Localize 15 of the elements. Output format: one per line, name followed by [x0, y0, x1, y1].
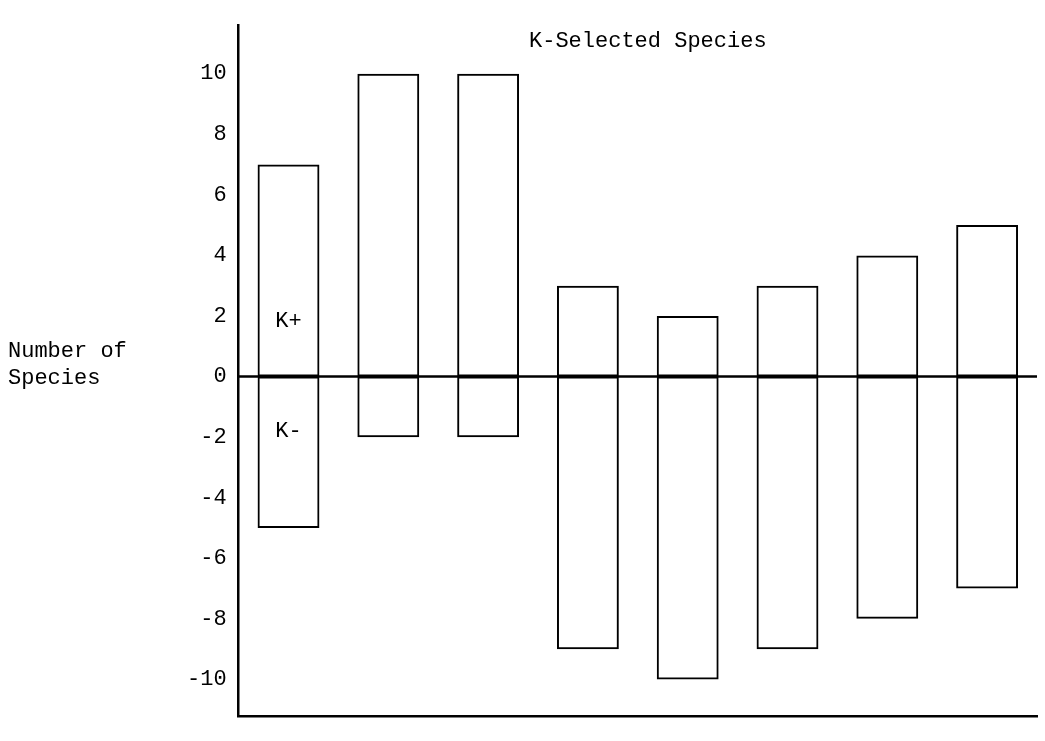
y-tick-label: 2 [213, 303, 227, 329]
y-axis-title: Number of Species [8, 338, 128, 392]
y-tick-label: 8 [213, 122, 227, 148]
y-tick-label: -2 [200, 424, 227, 450]
y-tick-label: -8 [200, 606, 227, 632]
y-tick-label: -10 [187, 667, 227, 693]
y-tick-label: 0 [213, 364, 227, 390]
y-tick-label: -4 [200, 485, 227, 511]
y-tick-label: -6 [200, 546, 227, 572]
series-label: K- [275, 419, 302, 445]
y-tick-label: 6 [213, 182, 227, 208]
y-tick-label: 4 [213, 243, 227, 269]
y-tick-label: 10 [200, 61, 227, 87]
series-label: K+ [275, 309, 302, 335]
chart-title: K-Selected Species [528, 29, 767, 55]
